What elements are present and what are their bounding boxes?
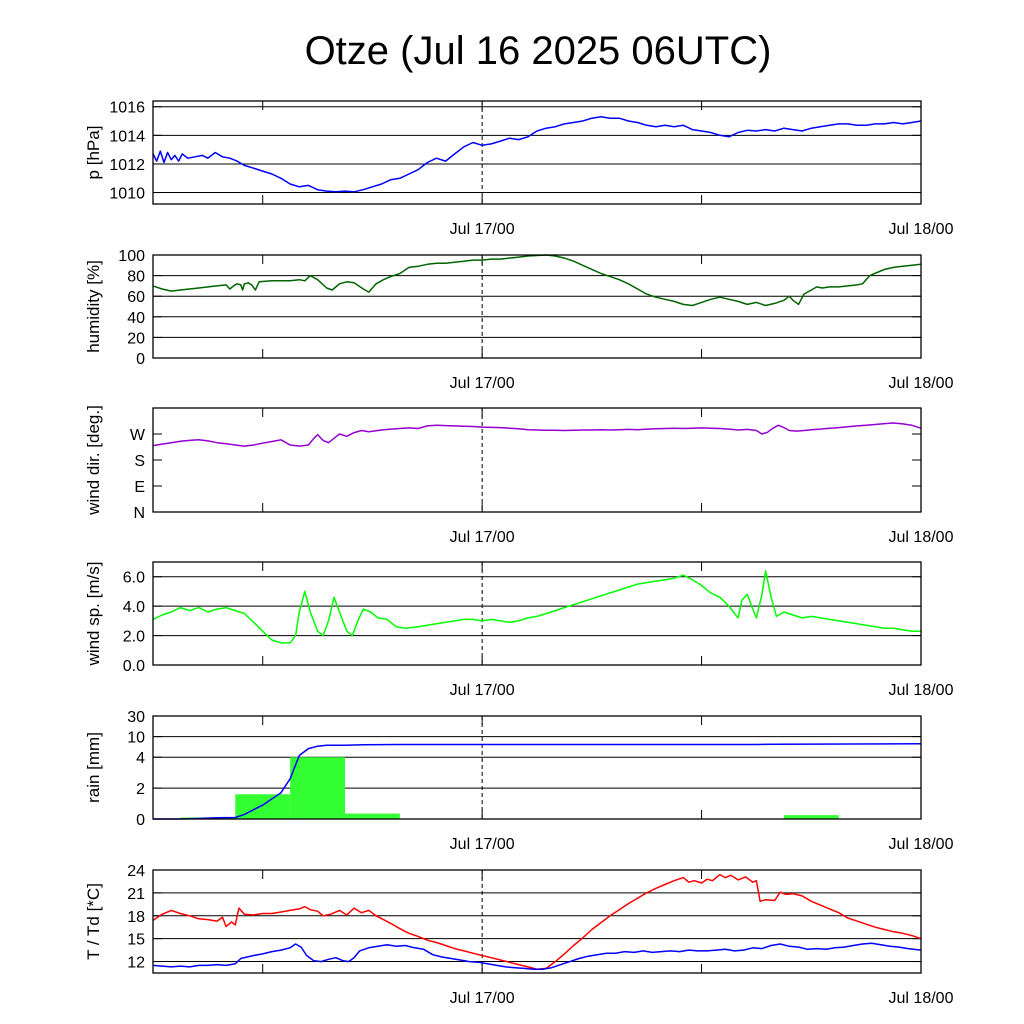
y-tick-label: 1010 [109,186,145,203]
y-tick-label: 2 [136,781,145,798]
y-tick-label: 30 [127,709,145,726]
x-tick-label: Jul 17/00 [450,836,515,853]
y-tick-label: 40 [127,310,145,327]
y-tick-label: 1016 [109,100,145,117]
y-tick-label: 0.0 [123,658,145,675]
x-tick-label: Jul 18/00 [889,221,954,238]
series-line-wind-speed [152,570,921,644]
y-tick-label: 15 [127,932,145,949]
x-tick-label: Jul 18/00 [889,836,954,853]
x-tick-label: Jul 18/00 [889,529,954,546]
series-line-humidity [152,254,922,307]
y-tick-label: 60 [127,289,145,306]
y-tick-label: 6.0 [123,570,145,587]
rain-bar [345,813,400,819]
panel-frame [152,254,922,359]
y-axis-label: p [hPa] [84,126,103,180]
chart-title: Otze (Jul 16 2025 06UTC) [305,29,772,73]
y-tick-label: 21 [127,886,145,903]
y-axis-label: humidity [%] [84,260,103,353]
panel-rain: 0 2 4 10 30 rain [mm] Jul 17/00 Jul 18/00 [84,709,954,853]
y-tick-label: 100 [118,248,145,265]
y-axis-label: wind sp. [m/s] [84,562,103,667]
panel-frame [152,869,922,974]
y-tick-label: S [134,453,145,470]
y-tick-label: 24 [127,863,145,880]
series-line-T [152,873,922,970]
y-tick-label: 10 [127,730,145,747]
x-tick-label: Jul 18/00 [889,990,954,1007]
x-tick-label: Jul 18/00 [889,682,954,699]
series-line-wind-direction [152,422,922,447]
y-tick-label: 2.0 [123,629,145,646]
y-tick-label: 12 [127,955,145,972]
panel-frame [152,715,922,820]
series-line-pressure [152,115,922,193]
rain-bar [783,815,839,819]
panel-wind-speed: 0.0 2.0 4.0 6.0 wind sp. [m/s] Jul 17/00 Jul 1… [84,561,954,699]
x-tick-label: Jul 17/00 [450,375,515,392]
panel-frame [152,407,922,513]
x-tick-label: Jul 17/00 [450,529,515,546]
series-line-Td [152,942,922,970]
y-tick-label: E [134,479,145,496]
y-tick-label: 1014 [109,128,145,145]
y-tick-label: 4 [136,750,145,767]
y-tick-label: 18 [127,909,145,926]
panel-temperature: 12 15 18 21 24 T / Td [*C] Jul 17/00 Jul 18/00 [84,863,954,1007]
y-tick-label: 0 [136,351,145,368]
panel-frame [152,561,922,666]
y-tick-label: W [130,427,146,444]
x-tick-label: Jul 17/00 [450,682,515,699]
panel-humidity: 0 20 40 60 80 100 humidity [%] Jul 17/00 Jul 18/… [84,248,954,392]
y-axis-label: T / Td [*C] [84,883,103,960]
x-tick-label: Jul 18/00 [889,375,954,392]
x-tick-label: Jul 17/00 [450,221,515,238]
y-tick-label: 1012 [109,157,145,174]
rain-bar [290,757,345,819]
y-axis-label: wind dir. [deg.] [84,405,103,516]
y-tick-label: 0 [136,812,145,829]
panel-frame [152,100,922,205]
y-axis-label: rain [mm] [84,732,103,803]
x-tick-label: Jul 17/00 [450,990,515,1007]
y-tick-label: 4.0 [123,599,145,616]
y-tick-label: 20 [127,330,145,347]
panel-pressure: 1010 1012 1014 1016 p [hPa] Jul 17/00 Jul 18/0… [84,100,954,238]
y-tick-label: N [133,505,145,522]
y-tick-label: 80 [127,269,145,286]
series-line-accumulated [153,743,922,820]
